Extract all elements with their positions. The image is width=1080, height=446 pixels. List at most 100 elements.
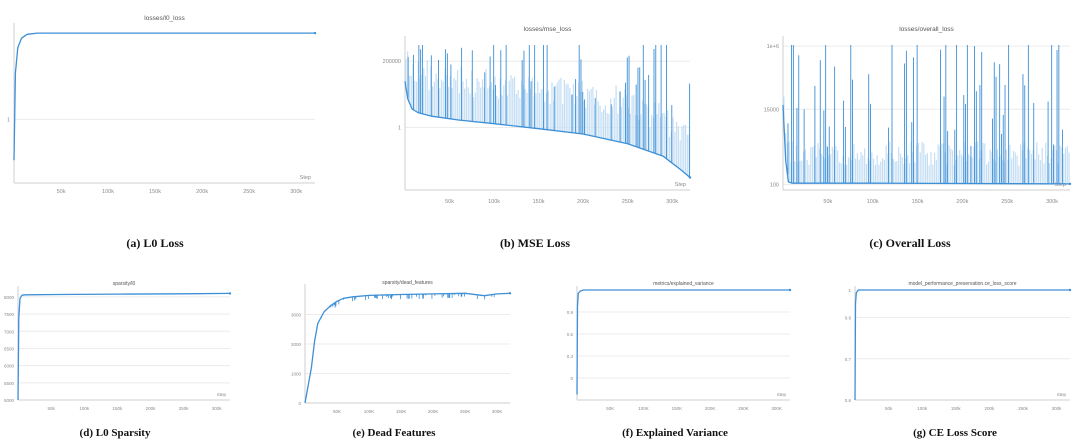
- x-tick-label: 100K: [638, 406, 649, 411]
- x-axis-label: Step: [1055, 182, 1066, 188]
- y-tick-label: 1000: [291, 372, 302, 377]
- x-tick-label: 150K: [672, 406, 683, 411]
- noise-band: [783, 45, 1070, 184]
- y-tick-label: 7500: [4, 312, 15, 317]
- series-end-point: [508, 292, 512, 295]
- y-tick-label: 1: [848, 288, 851, 293]
- y-tick-label: 0.3: [567, 354, 574, 359]
- x-tick-label: 50k: [57, 189, 66, 195]
- chart-panel-dead-features: sparsity/dead_features 3000 2000 1000 0 50K 10…: [278, 275, 518, 415]
- y-tick-label: 6500: [4, 346, 15, 351]
- series-end-point: [788, 288, 792, 292]
- chart-title: losses/overall_loss: [899, 26, 954, 33]
- chart-panel-l0-sparsity: sparsity/l0 8000 7500 7000 6500 6000 5500 5000 5…: [0, 275, 240, 415]
- chart-title: losses/l0_loss: [144, 15, 185, 22]
- x-tick-label: 250K: [460, 409, 471, 414]
- caption-l0-loss: (a) L0 Loss: [126, 236, 184, 250]
- caption-l0-sparsity: (d) L0 Sparsity: [79, 427, 151, 439]
- x-tick-label: 50k: [445, 199, 454, 205]
- y-tick-label: 5000: [4, 398, 15, 403]
- y-tick-label: 6000: [4, 364, 15, 369]
- series-end-point: [313, 31, 317, 35]
- x-tick-label: 200k: [146, 406, 157, 411]
- x-tick-label: 250k: [179, 406, 190, 411]
- y-tick-label: 0: [298, 401, 301, 406]
- x-tick-label: 150k: [149, 189, 161, 195]
- chart-panel-overall-loss: losses/overall_loss 1e+6 15000 100 50k 100k 15…: [735, 0, 1080, 230]
- x-tick-label: 50K: [333, 409, 341, 414]
- x-tick-label: 300k: [1052, 406, 1063, 411]
- x-tick-label: 300k: [212, 406, 223, 411]
- chart-panel-mse-loss: losses/mse_loss 200000 1 50k 100k 150k 200k 250…: [360, 0, 700, 230]
- chart-l0-sparsity: sparsity/l0 8000 7500 7000 6500 6000 5500 5000 5…: [4, 281, 232, 411]
- x-tick-label: 150k: [533, 199, 545, 205]
- caption-overall-loss: (c) Overall Loss: [869, 236, 951, 250]
- x-tick-label: 100k: [917, 406, 928, 411]
- x-tick-label: 300K: [492, 409, 503, 414]
- y-tick-label: 1: [398, 126, 401, 132]
- x-tick-label: 50k: [47, 406, 55, 411]
- series-line-losses-mse-loss: [404, 81, 691, 178]
- caption-mse-loss: (b) MSE Loss: [499, 236, 570, 250]
- y-tick-label: 8000: [4, 295, 15, 300]
- x-tick-label: 100k: [102, 189, 114, 195]
- x-tick-label: 250k: [622, 199, 634, 205]
- x-tick-label: 300k: [666, 199, 678, 205]
- x-tick-label: 250k: [243, 189, 255, 195]
- x-tick-label: 100k: [488, 199, 500, 205]
- y-tick-label: 0.9: [567, 310, 574, 315]
- y-tick-label: 1: [7, 117, 10, 123]
- x-tick-label: 300k: [1046, 199, 1058, 205]
- chart-title: sparsity/dead_features: [382, 280, 433, 286]
- series-line-sparsity-dead-features: [304, 292, 511, 404]
- y-tick-label: 200000: [383, 59, 401, 65]
- y-tick-label: 5500: [4, 381, 15, 386]
- y-tick-label: 15000: [764, 107, 779, 113]
- x-tick-label: 200k: [577, 199, 589, 205]
- x-tick-label: 200k: [956, 199, 968, 205]
- noise-detail: [321, 293, 495, 319]
- y-tick-label: 7000: [4, 329, 15, 334]
- y-tick-label: 0.6: [845, 398, 852, 403]
- chart-title: model_performance_preservation.ce_loss_s…: [908, 281, 1016, 287]
- x-axis-label: Step: [217, 392, 227, 397]
- y-tick-label: 0.9: [845, 316, 852, 321]
- x-tick-label: 150k: [951, 406, 962, 411]
- chart-panel-ce-loss-score: model_performance_preservation.ce_loss_s…: [835, 275, 1080, 415]
- x-tick-label: 200K: [428, 409, 439, 414]
- chart-explained-variance: metrics/explained_variance 0.9 0.6 0.3 0 50K 1…: [567, 281, 792, 411]
- x-axis-label: Step: [675, 182, 686, 188]
- series-end-point: [1068, 288, 1072, 292]
- chart-dead-features: sparsity/dead_features 3000 2000 1000 0 50K 10…: [291, 280, 512, 414]
- series-end-point: [228, 292, 232, 295]
- series-line-sparsity-l0: [17, 292, 231, 401]
- y-tick-label: 0.6: [567, 332, 574, 337]
- caption-ce-loss-score: (g) CE Loss Score: [913, 427, 997, 439]
- chart-panel-explained-variance: metrics/explained_variance 0.9 0.6 0.3 0 50K 1…: [555, 275, 800, 415]
- chart-ce-loss-score: model_performance_preservation.ce_loss_s…: [845, 281, 1072, 411]
- y-tick-label: 100: [770, 183, 779, 189]
- x-tick-label: 250K: [738, 406, 749, 411]
- x-axis-label: Step: [300, 175, 311, 181]
- x-tick-label: 100k: [79, 406, 90, 411]
- caption-dead-features: (e) Dead Features: [352, 427, 436, 439]
- x-tick-label: 150K: [396, 409, 407, 414]
- x-axis-label: Step: [1057, 392, 1067, 397]
- x-tick-label: 200K: [705, 406, 716, 411]
- noise-band: [405, 45, 691, 177]
- x-tick-label: 250k: [1001, 199, 1013, 205]
- y-tick-label: 1e+6: [767, 44, 779, 50]
- series-end-point: [688, 176, 692, 179]
- y-tick-label: 0.7: [845, 357, 852, 362]
- series-line-losses-overall-loss: [782, 104, 1071, 185]
- x-tick-label: 100k: [867, 199, 879, 205]
- series-line-model-performance-preservation-ce-loss-score: [854, 289, 1070, 401]
- y-tick-label: 0: [570, 376, 573, 381]
- x-tick-label: 150k: [112, 406, 123, 411]
- series-line-losses-l0-loss: [13, 32, 315, 161]
- x-tick-label: 100K: [364, 409, 375, 414]
- y-tick-label: 3000: [291, 313, 302, 318]
- x-tick-label: 300k: [290, 189, 302, 195]
